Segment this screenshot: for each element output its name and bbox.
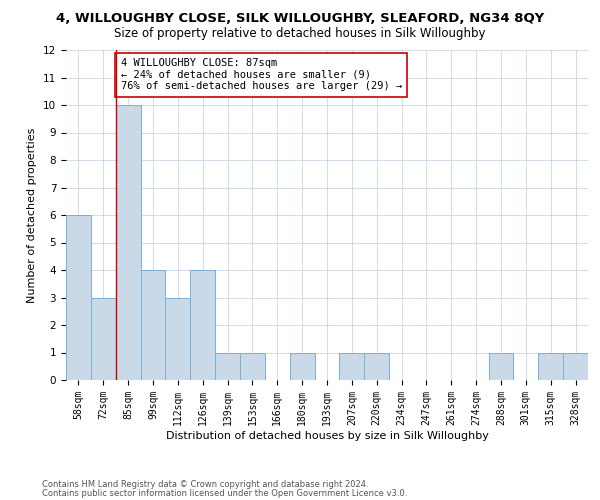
Bar xyxy=(190,270,215,380)
Text: Size of property relative to detached houses in Silk Willoughby: Size of property relative to detached ho… xyxy=(114,28,486,40)
Bar xyxy=(166,298,190,380)
Bar xyxy=(140,270,166,380)
Bar xyxy=(290,352,314,380)
Bar xyxy=(91,298,116,380)
Bar xyxy=(215,352,240,380)
Bar xyxy=(66,215,91,380)
Bar xyxy=(364,352,389,380)
Text: Contains public sector information licensed under the Open Government Licence v3: Contains public sector information licen… xyxy=(42,488,407,498)
Bar xyxy=(340,352,364,380)
X-axis label: Distribution of detached houses by size in Silk Willoughby: Distribution of detached houses by size … xyxy=(166,430,488,440)
Bar xyxy=(240,352,265,380)
Text: 4 WILLOUGHBY CLOSE: 87sqm
← 24% of detached houses are smaller (9)
76% of semi-d: 4 WILLOUGHBY CLOSE: 87sqm ← 24% of detac… xyxy=(121,58,402,92)
Bar xyxy=(563,352,588,380)
Text: 4, WILLOUGHBY CLOSE, SILK WILLOUGHBY, SLEAFORD, NG34 8QY: 4, WILLOUGHBY CLOSE, SILK WILLOUGHBY, SL… xyxy=(56,12,544,26)
Bar xyxy=(538,352,563,380)
Y-axis label: Number of detached properties: Number of detached properties xyxy=(28,128,37,302)
Text: Contains HM Land Registry data © Crown copyright and database right 2024.: Contains HM Land Registry data © Crown c… xyxy=(42,480,368,489)
Bar xyxy=(488,352,514,380)
Bar xyxy=(116,105,140,380)
